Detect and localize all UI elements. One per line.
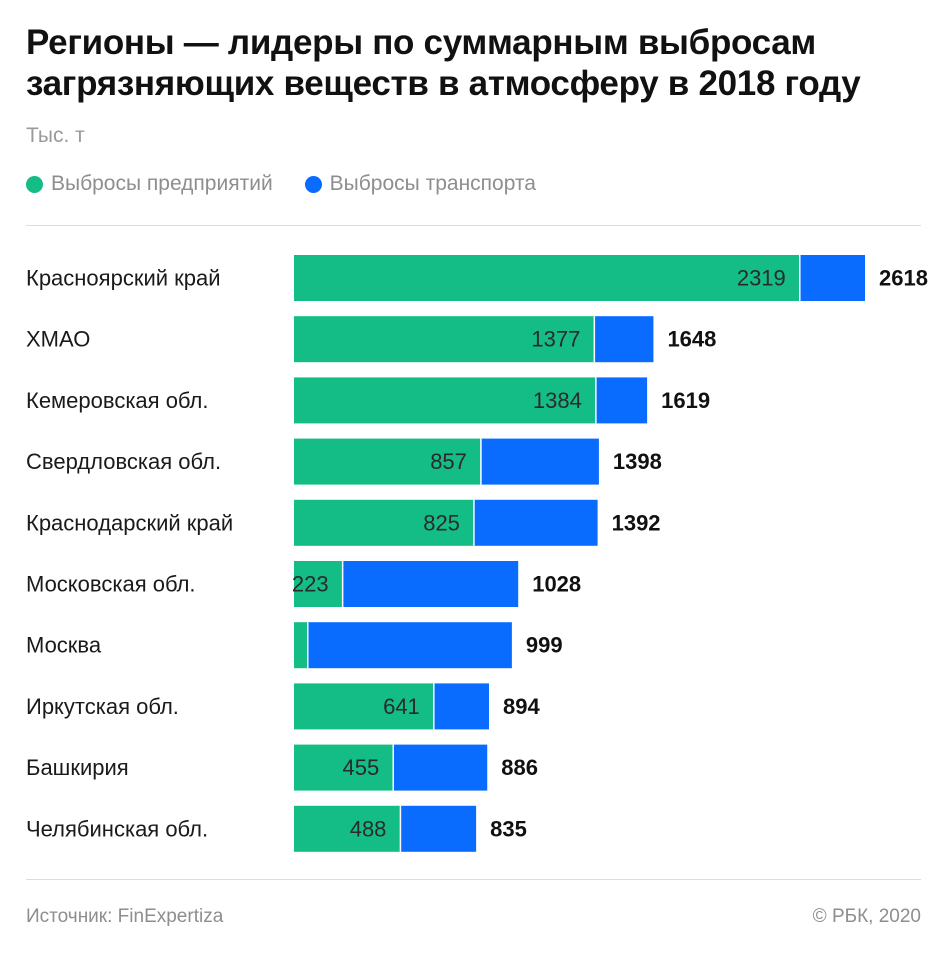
category-label: Московская обл. [26,572,196,597]
value-label-enterprises: 488 [350,816,387,841]
bar-transport [473,499,598,546]
legend-item-enterprises: Выбросы предприятий [26,172,273,196]
value-label-enterprises: 1377 [531,327,580,352]
value-label-enterprises: 857 [430,449,467,474]
bar-transport [594,316,654,363]
bar-enterprises [294,683,434,730]
total-label: 1392 [612,510,661,535]
bar-enterprises [294,622,308,669]
category-label: Кемеровская обл. [26,388,209,413]
category-label: Иркутская обл. [26,694,179,719]
bar-enterprises [294,255,800,301]
value-label-enterprises: 223 [292,572,329,597]
bar-enterprises [294,805,401,852]
bar-chart: Красноярский край 2319 2618 ХМАО 1377 1648 Кем… [26,255,928,852]
legend-dot-transport-icon [304,175,322,193]
bar-enterprises [294,744,394,791]
category-label: Челябинская обл. [26,816,208,841]
value-label-enterprises: 2319 [737,266,786,291]
bar-enterprises [294,499,474,546]
bar-transport [393,744,488,791]
category-label: ХМАО [26,327,90,352]
chart-title: Регионы — лидеры по суммарным выбросам з… [26,23,861,103]
category-label: Красноярский край [26,266,221,291]
total-label: 886 [501,755,538,780]
total-label: 1398 [613,449,662,474]
category-label: Краснодарский край [26,510,233,535]
total-label: 1619 [661,388,710,413]
value-label-enterprises: 455 [343,755,380,780]
value-label-enterprises: 641 [383,694,420,719]
total-label: 1648 [667,327,716,352]
bar-transport [480,438,599,485]
bar-enterprises [294,316,595,363]
legend-label-transport: Выбросы транспорта [329,172,536,195]
total-label: 1028 [532,572,581,597]
bar-transport [342,561,519,607]
legend-label-enterprises: Выбросы предприятий [51,172,273,195]
bottom-divider [26,879,921,880]
bar-enterprises [294,377,596,424]
category-label: Свердловская обл. [26,449,221,474]
unit-label: Тыс. т [26,124,85,147]
total-label: 999 [526,633,563,658]
value-label-enterprises: 825 [423,510,460,535]
value-label-enterprises: 1384 [533,388,582,413]
legend-dot-enterprises-icon [26,175,43,193]
category-label: Москва [26,633,102,658]
category-label: Башкирия [26,755,129,780]
total-label: 835 [490,816,527,841]
copyright-note: © РБК, 2020 [812,906,921,927]
bar-transport [799,255,865,301]
source-note: Источник: FinExpertiza [26,906,224,927]
legend-item-transport: Выбросы транспорта [304,172,536,196]
bar-enterprises [294,561,343,607]
total-label: 2618 [879,266,928,291]
top-divider [26,225,921,226]
bar-enterprises [294,438,481,485]
bar-transport [400,805,477,852]
legend: Выбросы предприятий Выбросы транспорта [26,172,568,196]
bar-transport [595,377,648,424]
bar-transport [433,683,489,730]
bar-transport [307,622,512,669]
total-label: 894 [503,694,540,719]
